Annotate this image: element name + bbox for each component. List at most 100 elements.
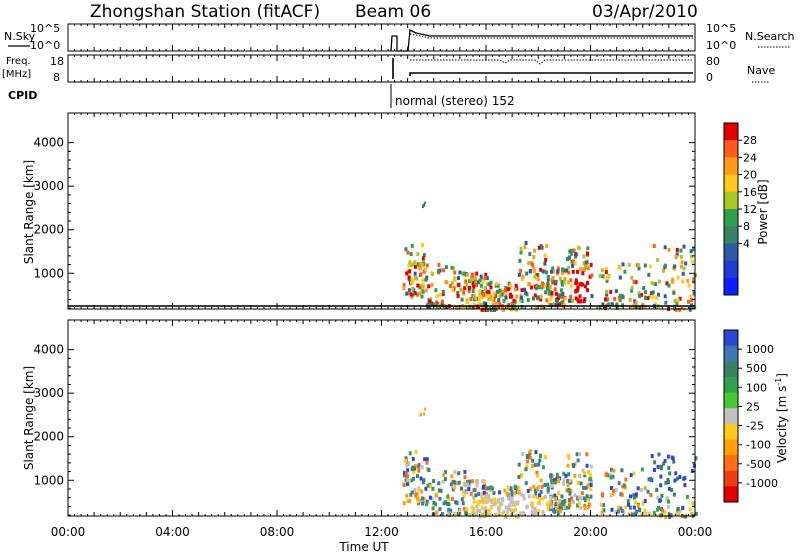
- scatter-cell: [478, 294, 482, 299]
- scatter-cell: [441, 290, 445, 295]
- scatter-cell: [485, 289, 489, 294]
- scatter-cell: [535, 486, 539, 491]
- colorbar-segment: [724, 345, 738, 362]
- scatter-cell: [424, 407, 427, 411]
- scatter-cell: [585, 264, 589, 269]
- scatter-cell: [524, 240, 528, 245]
- scatter-cell: [681, 279, 685, 284]
- scatter-cell: [414, 492, 418, 497]
- scatter-cell: [553, 478, 557, 483]
- colorbar-segment: [724, 243, 738, 262]
- scatter-cell: [483, 275, 487, 280]
- scatter-cell: [632, 495, 636, 500]
- scatter-cell: [611, 474, 615, 479]
- scatter-cell: [441, 292, 445, 297]
- scatter-cell: [549, 296, 553, 301]
- scatter-cell: [657, 279, 661, 284]
- scatter-cell: [474, 296, 478, 301]
- scatter-cell: [469, 491, 473, 496]
- scatter-cell: [406, 474, 410, 479]
- scatter-cell: [652, 468, 656, 473]
- scatter-cell: [647, 511, 651, 516]
- scatter-cell: [420, 489, 424, 494]
- colorbar-tick-label: 24: [743, 151, 757, 164]
- scatter-cell: [617, 505, 621, 510]
- colorbar-segment: [724, 191, 738, 210]
- scatter-cell: [495, 281, 499, 286]
- scatter-cell: [634, 492, 638, 497]
- scatter-cell: [423, 203, 426, 207]
- scatter-cell: [663, 458, 667, 463]
- scatter-cell: [465, 480, 469, 485]
- scatter-cell: [663, 510, 667, 515]
- scatter-cell: [583, 284, 587, 289]
- scatter-cell: [558, 499, 562, 504]
- scatter-cell: [620, 508, 624, 513]
- scatter-cell: [689, 249, 693, 254]
- scatter-cell: [551, 275, 555, 280]
- scatter-cell: [673, 298, 677, 303]
- scatter-cell: [609, 486, 613, 491]
- velocity-panel-frame: [67, 319, 696, 517]
- scatter-cell: [519, 268, 523, 273]
- scatter-cell: [551, 269, 555, 274]
- scatter-cell: [435, 294, 439, 299]
- scatter-cell: [517, 462, 521, 467]
- scatter-cell: [425, 460, 429, 465]
- scatter-cell: [667, 283, 671, 288]
- scatter-cell: [667, 247, 671, 252]
- scatter-cell: [498, 490, 502, 495]
- scatter-cell: [655, 295, 659, 300]
- scatter-cell: [538, 458, 542, 463]
- scatter-cell: [480, 505, 484, 510]
- scatter-cell: [472, 488, 476, 493]
- scatter-cell: [578, 452, 582, 457]
- scatter-cell: [531, 458, 535, 463]
- scatter-cell: [573, 261, 577, 266]
- scatter-cell: [581, 468, 585, 473]
- scatter-cell: [583, 503, 587, 508]
- scatter-cell: [579, 299, 583, 304]
- scatter-cell: [481, 512, 485, 517]
- velocity-y-axis: 4000 3000 2000 1000: [33, 343, 695, 516]
- scatter-cell: [550, 269, 554, 274]
- scatter-cell: [574, 252, 578, 257]
- freq-panel: Freq. [MHz] 18 8 80 0 Nave: [2, 54, 775, 84]
- scatter-cell: [586, 505, 590, 510]
- scatter-cell: [409, 492, 413, 497]
- scatter-cell: [467, 484, 471, 489]
- scatter-cell: [423, 412, 426, 416]
- scatter-cell: [478, 508, 482, 513]
- scatter-cell: [615, 305, 619, 310]
- scatter-cell: [535, 470, 539, 475]
- scatter-cell: [520, 299, 524, 303]
- scatter-cell: [479, 302, 483, 307]
- scatter-cell: [673, 304, 677, 309]
- scatter-cell: [533, 293, 537, 298]
- scatter-cell: [561, 292, 565, 297]
- scatter-cell: [422, 269, 426, 274]
- scatter-cell: [643, 508, 647, 513]
- scatter-cell: [474, 512, 478, 517]
- scatter-cell: [410, 478, 414, 483]
- colorbar-segment: [724, 330, 738, 347]
- scatter-cell: [521, 452, 525, 457]
- power-colorbar: 28 24 20 16 12 8 4: [723, 122, 757, 296]
- scatter-cell: [520, 277, 524, 282]
- scatter-cell: [569, 278, 573, 283]
- scatter-cell: [647, 272, 651, 277]
- scatter-cell: [510, 492, 514, 497]
- scatter-cell: [422, 205, 425, 209]
- scatter-cell: [563, 276, 567, 281]
- colorbar-segment: [724, 455, 738, 472]
- scatter-cell: [413, 463, 417, 468]
- scatter-cell: [558, 505, 562, 510]
- scatter-cell: [412, 476, 416, 481]
- scatter-cell: [555, 472, 559, 477]
- scatter-cell: [584, 485, 588, 490]
- scatter-cell: [421, 259, 425, 264]
- scatter-cell: [440, 299, 444, 304]
- scatter-cell: [463, 286, 467, 291]
- scatter-cell: [628, 494, 632, 499]
- scatter-cell: [437, 481, 441, 486]
